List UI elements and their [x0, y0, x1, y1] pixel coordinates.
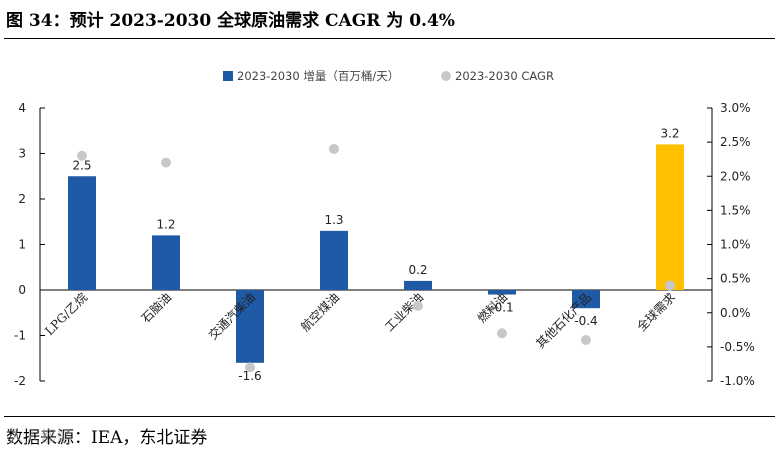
category-label: 航空煤油	[298, 290, 343, 335]
bar-value-label: 1.3	[324, 213, 343, 227]
right-tick-label: 2.0%	[720, 169, 751, 183]
right-tick-label: 0.5%	[720, 272, 751, 286]
bar-value-label: -0.1	[490, 301, 513, 315]
cagr-point	[665, 280, 675, 291]
bar	[152, 235, 180, 290]
left-tick-label: 2	[18, 192, 26, 206]
bar	[488, 290, 516, 295]
source-rule	[4, 416, 775, 417]
watermark: 人人都是	[8, 427, 73, 446]
cagr-point	[77, 150, 87, 161]
cagr-point	[497, 328, 507, 339]
left-tick-label: 3	[18, 147, 26, 161]
figure-title: 图 34：预计 2023-2030 全球原油需求 CAGR 为 0.4%	[6, 11, 455, 31]
title-rule	[4, 38, 775, 39]
cagr-point	[161, 157, 171, 168]
legend-dot-label: 2023-2030 CAGR	[455, 69, 554, 83]
right-tick-label: 3.0%	[720, 101, 751, 115]
bar	[656, 144, 684, 290]
right-tick-label: 1.0%	[720, 238, 751, 252]
right-tick-label: 2.5%	[720, 135, 751, 149]
bar-value-label: 1.2	[156, 217, 175, 231]
cagr-point	[581, 335, 591, 346]
bar	[236, 290, 264, 363]
bar	[572, 290, 600, 309]
cagr-point	[413, 300, 423, 311]
category-label: 全球需求	[634, 290, 679, 335]
legend-bar-swatch	[223, 71, 233, 81]
left-tick-label: 1	[18, 238, 26, 252]
bar	[320, 230, 348, 290]
left-tick-label: -1	[14, 329, 26, 343]
right-tick-label: -1.0%	[720, 374, 755, 388]
bar	[68, 176, 96, 290]
left-tick-label: 4	[18, 101, 26, 115]
right-tick-label: 1.5%	[720, 203, 751, 217]
cagr-point	[329, 143, 339, 154]
bar-value-label: 0.2	[408, 263, 427, 277]
right-tick-label: 0.0%	[720, 306, 751, 320]
category-label: LPG/乙烷	[42, 290, 90, 338]
left-tick-label: 0	[18, 283, 26, 297]
legend-dot-swatch	[441, 71, 451, 81]
right-tick-label: -0.5%	[720, 340, 755, 354]
legend-bar-label: 2023-2030 增量（百万桶/天）	[237, 69, 399, 83]
bar	[404, 280, 432, 290]
bar-value-label: 2.5	[72, 158, 91, 172]
source-note: 数据来源：IEA，东北证券	[6, 428, 208, 448]
category-label: 工业柴油	[382, 290, 426, 334]
left-tick-label: -2	[14, 374, 26, 388]
cagr-point	[245, 362, 255, 373]
bar-value-label: 3.2	[660, 126, 679, 140]
category-label: 石脑油	[139, 290, 174, 325]
bar-value-label: -1.6	[238, 369, 261, 383]
bar-value-label: -0.4	[574, 314, 597, 328]
